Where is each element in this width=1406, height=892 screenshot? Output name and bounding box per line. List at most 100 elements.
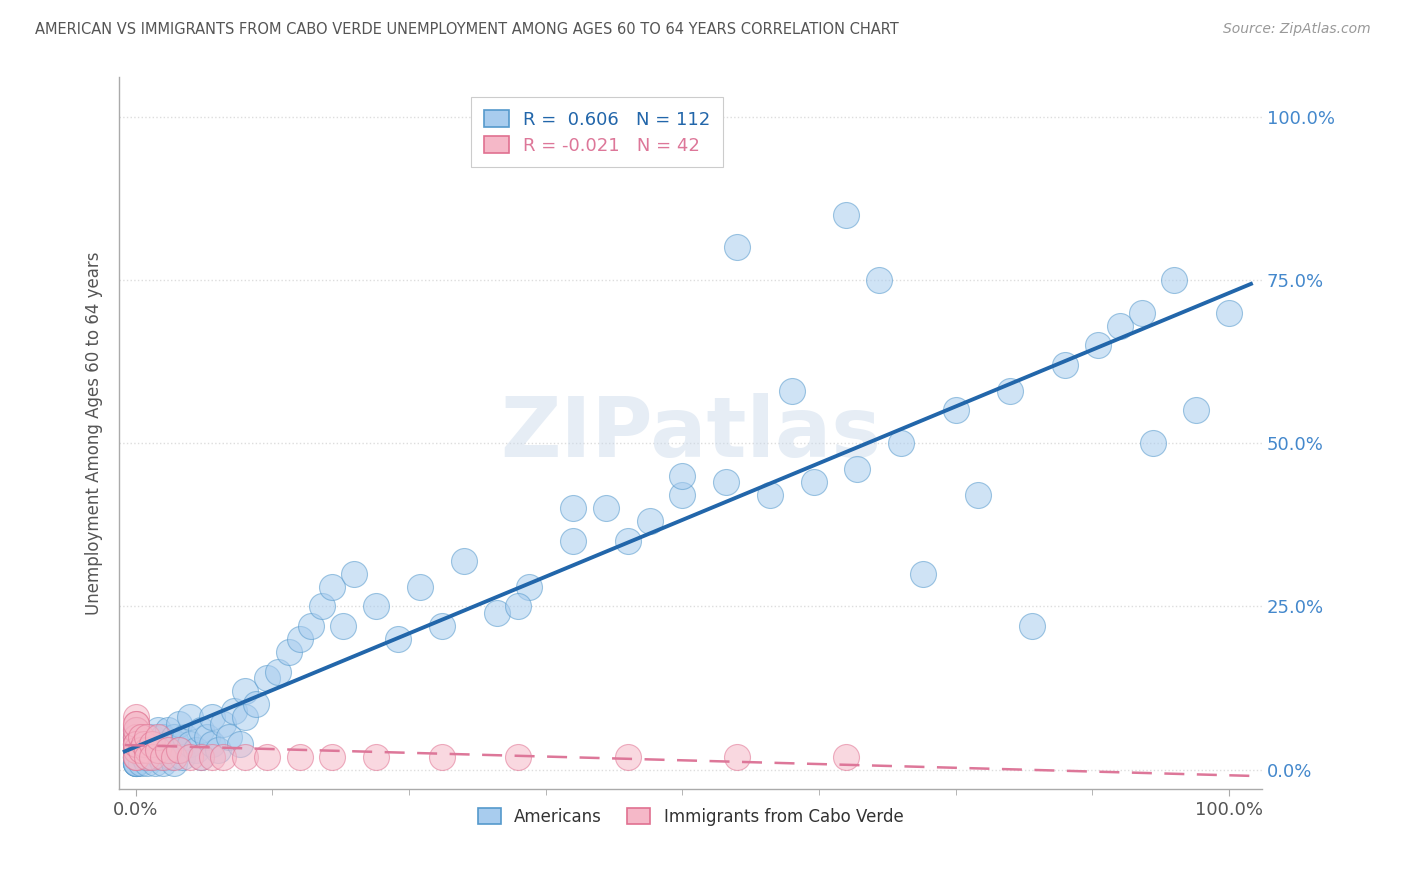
Point [173,730,195,744]
Point [169,743,191,757]
Point [152,756,174,770]
Point [332,619,354,633]
Point [135,737,157,751]
Point [835,749,858,764]
Point [124,743,146,757]
Point [134,749,156,764]
Point [233,710,256,724]
Point [124,737,146,751]
Point [143,756,166,770]
Point [966,488,988,502]
Point [124,749,146,764]
Point [366,749,388,764]
Point [135,730,157,744]
Point [190,749,212,764]
Point [135,756,157,770]
Point [508,599,530,614]
Point [129,743,152,757]
Point [288,632,311,646]
Text: ZIPatlas: ZIPatlas [501,392,882,474]
Point [638,515,661,529]
Point [780,384,803,398]
Point [169,717,191,731]
Point [228,737,250,751]
Point [124,737,146,751]
Point [277,645,299,659]
Point [159,749,181,764]
Point [725,240,748,254]
Point [616,534,638,549]
Point [135,743,157,757]
Point [288,749,311,764]
Point [179,737,201,751]
Point [157,723,180,738]
Legend: Americans, Immigrants from Cabo Verde: Americans, Immigrants from Cabo Verde [470,799,912,834]
Point [124,749,146,764]
Point [124,730,146,744]
Point [890,436,912,450]
Point [152,749,174,764]
Point [146,723,169,738]
Point [190,723,212,738]
Point [129,743,152,757]
Point [124,756,146,770]
Point [430,749,453,764]
Point [1185,403,1208,417]
Point [835,208,858,222]
Point [166,737,188,751]
Point [1163,273,1185,287]
Point [124,743,146,757]
Point [201,710,224,724]
Point [1000,384,1022,398]
Text: Source: ZipAtlas.com: Source: ZipAtlas.com [1223,22,1371,37]
Point [129,730,152,744]
Point [146,743,169,757]
Point [218,730,240,744]
Point [1108,318,1130,333]
Point [233,684,256,698]
Point [124,723,146,738]
Point [146,743,169,757]
Point [124,717,146,731]
Point [868,273,890,287]
Point [508,749,530,764]
Point [409,580,432,594]
Point [562,534,585,549]
Point [129,730,152,744]
Point [141,749,163,764]
Point [124,743,146,757]
Point [299,619,322,633]
Point [124,749,146,764]
Point [157,743,180,757]
Point [146,730,169,744]
Point [671,488,693,502]
Point [135,749,157,764]
Point [179,710,201,724]
Point [124,749,146,764]
Point [179,749,201,764]
Point [321,749,343,764]
Point [141,749,163,764]
Point [124,756,146,770]
Point [201,749,224,764]
Point [846,462,869,476]
Point [190,749,212,764]
Point [163,730,186,744]
Point [311,599,333,614]
Point [124,717,146,731]
Point [1142,436,1164,450]
Point [595,501,617,516]
Point [1054,358,1077,372]
Point [129,756,152,770]
Point [124,723,146,738]
Point [366,599,388,614]
Point [124,730,146,744]
Point [124,749,146,764]
Point [135,749,157,764]
Point [135,730,157,744]
Point [124,737,146,751]
Point [201,737,224,751]
Point [141,737,163,751]
Point [485,606,508,620]
Point [155,737,177,751]
